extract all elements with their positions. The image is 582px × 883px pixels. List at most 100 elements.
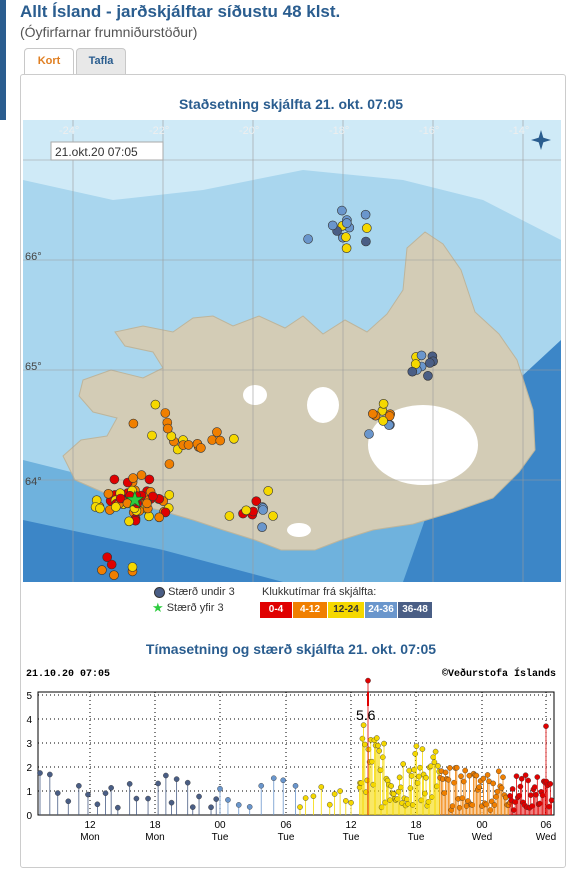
y-tick-label: 5	[26, 691, 32, 702]
quake-dot	[533, 791, 539, 798]
quake-marker	[111, 502, 121, 512]
quake-dot	[476, 784, 483, 790]
glacier-langjokull	[243, 385, 267, 405]
quake-dot	[145, 795, 151, 802]
quake-dot	[491, 802, 498, 808]
quake-dot	[302, 795, 309, 801]
map-timestamp-box	[50, 141, 164, 161]
quake-dot	[225, 797, 231, 803]
quake-dot	[406, 767, 413, 774]
quake-dot	[359, 735, 366, 742]
x-tick-day: Mon	[145, 832, 164, 843]
quake-dot	[246, 804, 253, 810]
page-title: Allt Ísland - jarðskjálftar síðustu 48 k…	[20, 2, 341, 21]
quake-dot	[292, 783, 299, 789]
quake-dot	[525, 777, 532, 784]
x-tick-hour: 06	[540, 820, 552, 831]
quake-marker	[127, 562, 138, 572]
quake-dot	[543, 723, 549, 729]
quake-marker	[95, 503, 105, 514]
quake-marker	[144, 511, 154, 522]
quake-dot	[379, 754, 386, 761]
quake-marker	[147, 430, 157, 441]
quake-dot	[373, 735, 380, 741]
quake-marker	[224, 511, 235, 521]
quake-dot	[37, 770, 43, 776]
quake-dot	[518, 775, 525, 782]
quake-dot	[456, 804, 463, 811]
page-subtitle: (Óyfirfarnar frumniðurstöður)	[20, 24, 198, 40]
quake-marker	[303, 234, 313, 244]
quake-dot	[47, 771, 53, 778]
y-tick-label: 1	[26, 787, 32, 798]
quake-dot	[429, 794, 435, 800]
compass-icon[interactable]	[531, 130, 551, 150]
lon-label-18: -18°	[329, 125, 349, 137]
y-tick-label: 2	[26, 763, 32, 774]
timeline-quakes	[37, 677, 555, 815]
quake-marker	[229, 433, 239, 444]
quake-dot	[415, 773, 422, 780]
quake-marker	[136, 470, 147, 480]
quake-dot	[517, 783, 524, 790]
lon-label-14: -14°	[509, 125, 529, 137]
quake-dot	[85, 791, 91, 798]
timeline-copyright: ©Veðurstofa Íslands	[442, 666, 556, 680]
timeline-plot-area	[37, 691, 555, 816]
quake-dot	[377, 767, 384, 774]
quake-dot	[458, 773, 464, 780]
x-tick-day: Tue	[212, 832, 229, 843]
timeline-chart: 21.10.20 07:05 ©Veðurstofa Íslands 01234…	[26, 666, 556, 843]
quake-dot	[280, 777, 286, 784]
quake-dot	[65, 798, 72, 805]
quake-marker	[361, 236, 371, 247]
quake-dot	[490, 780, 497, 787]
quake-dot	[270, 775, 277, 781]
glacier-vatnajokull	[368, 405, 478, 485]
quake-dot	[419, 746, 426, 752]
quake-dot	[534, 774, 541, 780]
quake-dot	[396, 774, 403, 781]
lon-label-24: -24°	[59, 125, 79, 137]
quake-dot	[94, 801, 101, 808]
quake-dot	[54, 790, 61, 796]
map-timestamp: 21.okt.20 07:05	[55, 145, 138, 159]
tab-kort[interactable]: Kort	[24, 48, 74, 75]
quake-dot	[409, 802, 416, 808]
quake-marker	[251, 496, 262, 507]
tab-tafla[interactable]: Tafla	[76, 48, 126, 74]
quake-dot	[529, 803, 535, 809]
quake-marker	[378, 416, 388, 426]
clock-range-24-36: 24-36	[365, 602, 397, 618]
circle-icon	[154, 586, 165, 598]
y-tick-label: 0	[26, 811, 32, 822]
quake-dot	[460, 778, 467, 785]
quake-dot	[375, 742, 381, 749]
quake-marker	[258, 505, 268, 515]
quake-marker	[367, 408, 378, 419]
legend-over3-label: Stærð yfir 3	[166, 601, 224, 614]
quake-dot	[547, 781, 554, 787]
quake-marker	[423, 371, 433, 381]
quake-dot	[487, 807, 494, 813]
quake-dot	[522, 772, 529, 778]
quake-dot	[414, 780, 421, 786]
quake-dot	[360, 722, 367, 728]
earthquake-map[interactable]: -24° -22° -20° -18° -16° -14° 66° 65° 64…	[23, 120, 561, 582]
glacier-hofsjokull	[307, 387, 339, 423]
quake-marker	[148, 491, 158, 502]
quake-dot	[516, 792, 522, 799]
quake-marker	[407, 366, 418, 377]
quake-dot	[364, 777, 371, 784]
y-tick-label: 3	[26, 739, 32, 750]
quake-dot	[412, 750, 419, 757]
x-tick-day: Tue	[408, 832, 425, 843]
x-tick-hour: 12	[84, 820, 96, 831]
quake-dot	[548, 797, 555, 804]
quake-dot	[361, 741, 368, 748]
quake-dot	[407, 785, 414, 791]
quake-dot	[318, 784, 325, 790]
quake-dot	[369, 758, 375, 765]
legend-under3: Stærð undir 3	[154, 586, 235, 598]
quake-dot	[168, 799, 175, 806]
